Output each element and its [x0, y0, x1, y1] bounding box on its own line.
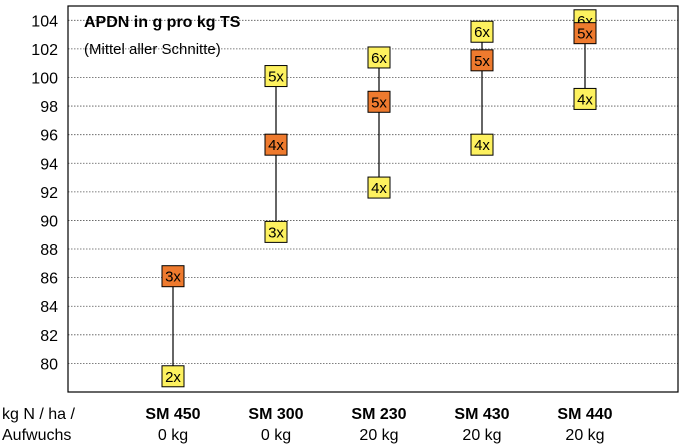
y-tick-label: 90 [40, 213, 58, 230]
cut-marker-label: 4x [474, 137, 490, 154]
cut-marker-label: 3x [268, 224, 284, 241]
category-group: 6x 5x 4x [367, 46, 391, 199]
cut-marker [161, 365, 185, 388]
category-group: 3x 2x [161, 265, 185, 388]
x-category-sublabel: 20 kg [462, 427, 501, 444]
cut-marker [264, 220, 288, 243]
cut-marker [573, 22, 597, 45]
y-tick-label: 82 [40, 328, 58, 345]
y-tick-label: 80 [40, 356, 58, 373]
cut-marker [470, 49, 494, 72]
y-tick-label: 86 [40, 271, 58, 288]
x-category-label: SM 430 [454, 406, 509, 423]
x-axis-label-line-2: Aufwuchs [2, 427, 71, 444]
y-axis-ticks: 80 82 84 86 88 90 92 94 96 98 100 102 104 [31, 13, 58, 373]
y-tick-label: 84 [40, 299, 58, 316]
plot-area-border [67, 5, 679, 393]
cut-marker [367, 46, 391, 69]
cut-marker [367, 90, 391, 113]
cut-marker [161, 265, 185, 288]
x-category-sublabel: 20 kg [359, 427, 398, 444]
cut-marker-label: 5x [371, 94, 387, 111]
chart-title: APDN in g pro kg TS [84, 14, 241, 31]
x-category-label: SM 450 [145, 406, 200, 423]
y-tick-label: 96 [40, 128, 58, 145]
category-group: 5x 4x 3x [264, 65, 288, 243]
y-tick-label: 102 [31, 42, 58, 59]
category-group: 6x 5x 4x [470, 20, 494, 156]
y-tick-label: 94 [40, 156, 58, 173]
x-category-sublabel: 0 kg [261, 427, 291, 444]
cut-marker [264, 65, 288, 88]
x-category-sublabel: 20 kg [565, 427, 604, 444]
cut-marker-label: 5x [268, 69, 284, 86]
x-axis-categories: SM 450 0 kg SM 300 0 kg SM 230 20 kg SM 430 20 … [145, 406, 612, 444]
cut-marker-label: 5x [474, 53, 490, 70]
x-category-label: SM 230 [351, 406, 406, 423]
y-tick-label: 92 [40, 185, 58, 202]
cut-marker-label: 2x [165, 369, 181, 386]
y-tick-label: 98 [40, 99, 58, 116]
cut-marker-label: 6x [474, 24, 490, 41]
cut-marker [470, 20, 494, 43]
y-tick-label: 88 [40, 242, 58, 259]
cut-marker-label: 4x [371, 180, 387, 197]
y-tick-label: 100 [31, 70, 58, 87]
x-axis-label-line-1: kg N / ha / [2, 406, 75, 423]
cut-marker-label: 6x [371, 50, 387, 67]
cut-marker [470, 133, 494, 156]
chart-subtitle: (Mittel aller Schnitte) [84, 41, 221, 58]
cut-marker [367, 176, 391, 199]
cut-marker-label: 4x [577, 91, 593, 108]
x-category-sublabel: 0 kg [158, 427, 188, 444]
cut-marker-label: 3x [165, 269, 181, 286]
cut-marker-label: 5x [577, 26, 593, 43]
x-category-label: SM 300 [248, 406, 303, 423]
cut-marker [264, 133, 288, 156]
cut-marker [573, 87, 597, 110]
cut-marker-label: 4x [268, 137, 284, 154]
y-tick-label: 104 [31, 13, 58, 30]
x-category-label: SM 440 [557, 406, 612, 423]
